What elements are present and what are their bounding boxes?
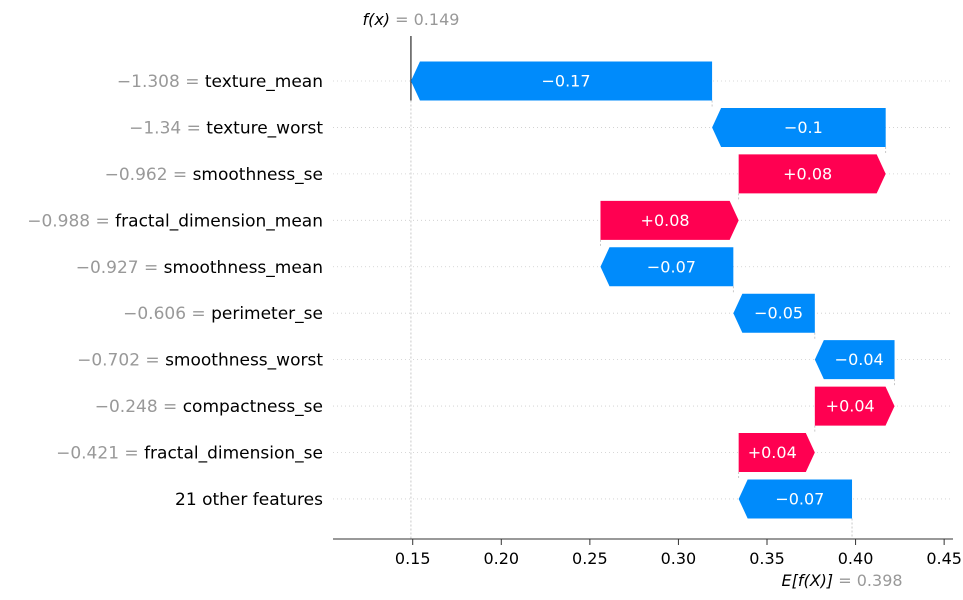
feature-name: fractal_dimension_mean	[115, 211, 323, 231]
bar-value-label: +0.08	[783, 164, 832, 183]
feature-name: perimeter_se	[211, 304, 323, 324]
feature-value: −0.962 =	[105, 165, 188, 185]
negative-bar	[738, 479, 853, 519]
feature-value: −0.606 =	[123, 304, 206, 324]
negative-bar	[814, 340, 895, 380]
feature-value: −0.421 =	[56, 444, 139, 464]
bar-value-label: −0.17	[541, 72, 590, 91]
feature-label: −1.34 = texture_worst	[129, 118, 323, 138]
feature-label: −0.962 = smoothness_se	[105, 165, 323, 185]
x-tick-label: 0.15	[395, 549, 431, 568]
bar-value-label: +0.08	[641, 211, 690, 230]
feature-value: −0.702 =	[77, 351, 160, 371]
negative-bar	[410, 61, 713, 101]
feature-labels: −1.308 = texture_mean −1.34 = texture_wor…	[27, 72, 323, 510]
feature-name: smoothness_mean	[164, 258, 323, 278]
bar-value-label: −0.05	[754, 304, 803, 323]
feature-name: 21 other features	[175, 490, 323, 510]
positive-bar	[600, 200, 739, 240]
fx-value: = 0.149	[395, 10, 459, 29]
x-tick-label: 0.25	[572, 549, 608, 568]
feature-label: −1.308 = texture_mean	[117, 72, 323, 92]
positive-bar	[738, 154, 886, 194]
feature-value: −1.34 =	[129, 118, 201, 138]
feature-label: −0.421 = fractal_dimension_se	[56, 444, 323, 464]
feature-label: −0.606 = perimeter_se	[123, 304, 323, 324]
bar-value-label: +0.04	[826, 397, 875, 416]
negative-bar	[600, 247, 734, 287]
feature-label: −0.702 = smoothness_worst	[77, 351, 323, 371]
feature-name: texture_mean	[205, 72, 323, 92]
positive-bar	[814, 386, 895, 426]
reference-lines	[410, 36, 853, 539]
efx-value: = 0.398	[838, 571, 902, 590]
feature-value: −1.308 =	[117, 72, 200, 92]
feature-name: compactness_se	[183, 397, 323, 417]
efx-label: E[f(X)]	[781, 571, 833, 590]
bars: −0.17 −0.1 +0.08 +0.08 −0.07 −0.05 −0.04 +0.04 +…	[410, 61, 895, 519]
negative-bar	[712, 107, 886, 147]
feature-label: −0.927 = smoothness_mean	[76, 258, 323, 278]
feature-label: −0.248 = compactness_se	[95, 397, 323, 417]
bar-value-label: −0.07	[775, 489, 824, 508]
feature-label: −0.988 = fractal_dimension_mean	[27, 211, 323, 231]
feature-value: −0.988 =	[27, 211, 110, 231]
efx-annotation: E[f(X)] = 0.398	[781, 571, 902, 590]
x-tick-label: 0.45	[926, 549, 962, 568]
x-tick-label: 0.30	[661, 549, 697, 568]
x-axis: 0.15 0.20 0.25 0.30 0.35 0.40 0.45	[333, 538, 962, 568]
annotations: f(x) = 0.149 E[f(X)] = 0.398	[362, 10, 902, 590]
feature-name: smoothness_worst	[165, 351, 323, 371]
bar-value-label: −0.07	[647, 257, 696, 276]
fx-label: f(x)	[362, 10, 390, 29]
feature-value: −0.927 =	[76, 258, 159, 278]
x-tick-label: 0.35	[749, 549, 785, 568]
feature-name: texture_worst	[206, 118, 323, 138]
bar-value-label: +0.04	[748, 443, 797, 462]
bar-value-label: −0.1	[784, 118, 823, 137]
positive-bar	[738, 433, 815, 473]
bar-connectors	[600, 100, 895, 480]
feature-value: −0.248 =	[95, 397, 178, 417]
feature-name: smoothness_se	[193, 165, 323, 185]
feature-label: 21 other features	[175, 490, 323, 510]
x-tick-label: 0.20	[483, 549, 519, 568]
x-tick-label: 0.40	[838, 549, 874, 568]
bar-value-label: −0.04	[835, 350, 884, 369]
feature-name: fractal_dimension_se	[144, 444, 323, 464]
fx-annotation: f(x) = 0.149	[362, 10, 459, 29]
negative-bar	[733, 293, 815, 333]
